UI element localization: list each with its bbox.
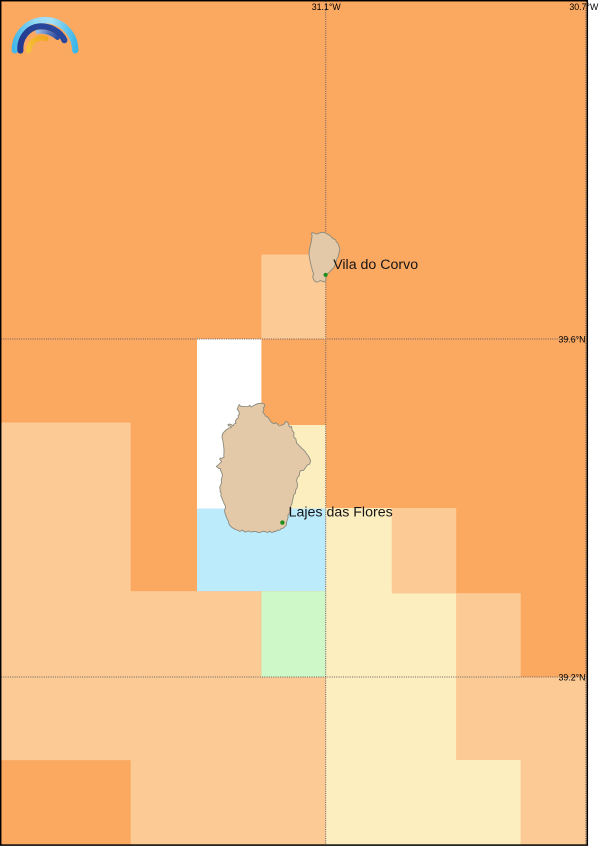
svg-text:31.1°W: 31.1°W <box>312 2 342 12</box>
svg-text:39.2°N: 39.2°N <box>559 672 586 682</box>
svg-text:Lajes das Flores: Lajes das Flores <box>289 505 393 521</box>
svg-text:Vila do Corvo: Vila do Corvo <box>333 257 418 273</box>
svg-text:30.7°W: 30.7°W <box>569 2 599 12</box>
svg-text:39.6°N: 39.6°N <box>559 334 586 344</box>
